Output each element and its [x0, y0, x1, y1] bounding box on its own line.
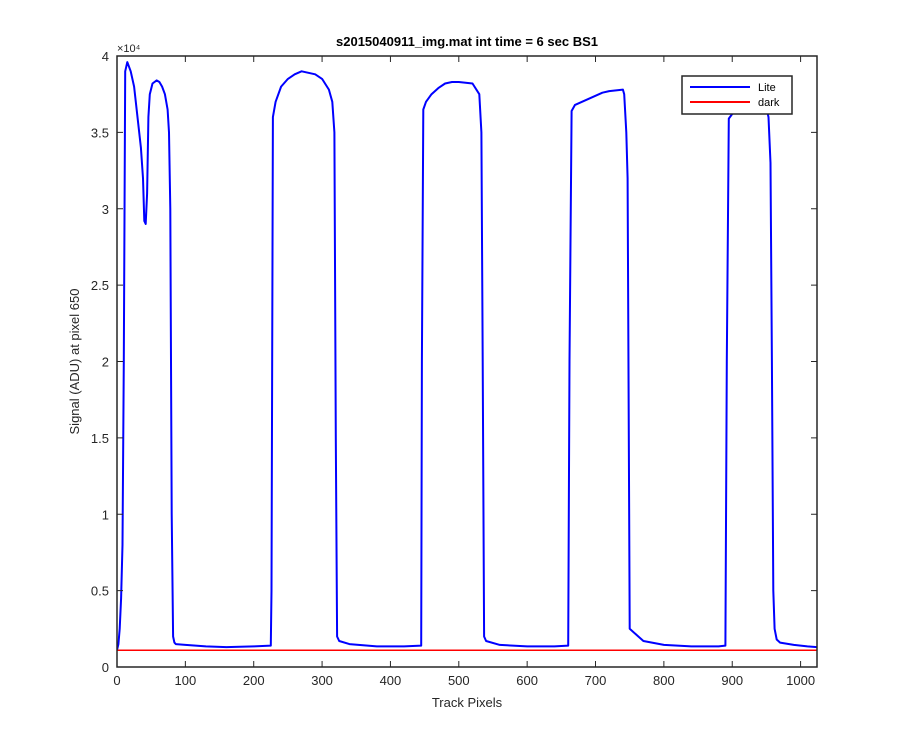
y-tick-label: 1 — [102, 507, 109, 522]
legend-label-lite: Lite — [758, 82, 776, 94]
y-axis-label: Signal (ADU) at pixel 650 — [67, 289, 82, 435]
y-tick-label: 4 — [102, 49, 109, 64]
legend-box — [681, 75, 793, 115]
x-tick-label: 500 — [448, 673, 470, 688]
x-tick-label: 600 — [516, 673, 538, 688]
x-tick-label: 1000 — [786, 673, 815, 688]
y-tick-label: 3.5 — [91, 125, 109, 140]
x-tick-label: 400 — [380, 673, 402, 688]
x-axis-label: Track Pixels — [432, 695, 503, 710]
legend-label-dark: dark — [758, 97, 780, 109]
plot-frame — [116, 55, 818, 668]
y-tick-label: 1.5 — [91, 431, 109, 446]
plot-area — [117, 56, 817, 667]
y-tick-label: 3 — [102, 202, 109, 217]
y-tick-label: 0 — [102, 660, 109, 675]
x-tick-label: 300 — [311, 673, 333, 688]
x-tick-label: 800 — [653, 673, 675, 688]
x-tick-label: 0 — [113, 673, 120, 688]
x-tick-label: 900 — [721, 673, 743, 688]
y-axis-exponent: ×10⁴ — [117, 43, 141, 55]
series-layer — [117, 61, 817, 651]
y-tick-label: 0.5 — [91, 584, 109, 599]
x-tick-label: 200 — [243, 673, 265, 688]
series-line-lite — [117, 61, 817, 651]
x-tick-label: 700 — [585, 673, 607, 688]
x-tick-label: 100 — [175, 673, 197, 688]
chart-title: s2015040911_img.mat int time = 6 sec BS1 — [336, 34, 598, 49]
legend: Lite dark — [681, 75, 793, 115]
y-tick-label: 2.5 — [91, 278, 109, 293]
ticks-layer: 0 100 200 300 400 500 600 700 800 900 1000 0 0.5 1 1.5… — [91, 49, 817, 688]
y-tick-label: 2 — [102, 355, 109, 370]
